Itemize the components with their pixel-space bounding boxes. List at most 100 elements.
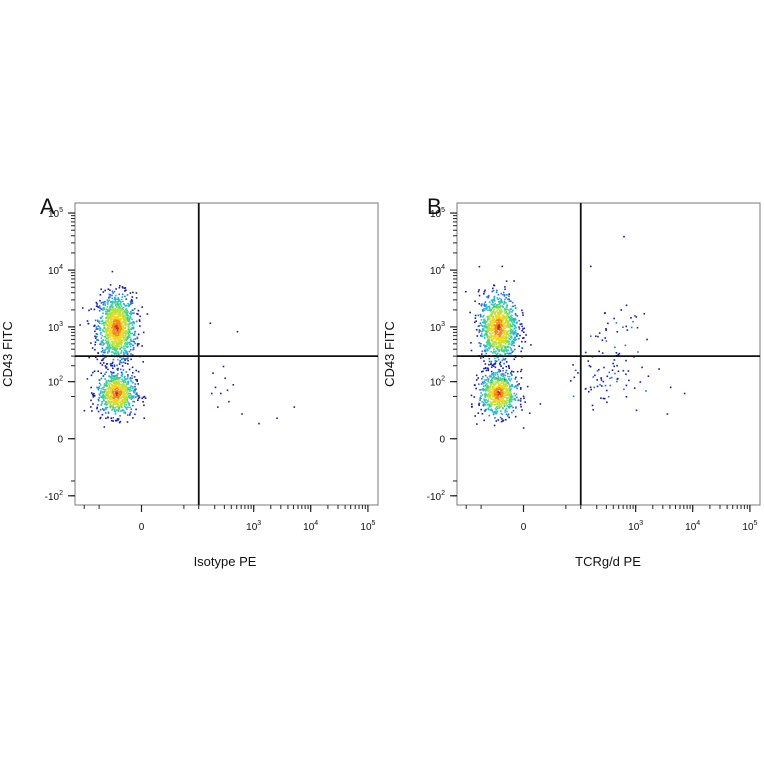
event-dot [124, 384, 127, 387]
event-dot [683, 392, 686, 395]
event-dot [488, 375, 491, 378]
event-dot [478, 265, 481, 268]
event-dot [489, 394, 491, 396]
event-dot [497, 313, 499, 316]
event-dot [91, 347, 94, 349]
event-dot [135, 297, 138, 299]
event-dot [492, 395, 494, 397]
event-dot [492, 317, 494, 319]
event-dot [119, 325, 121, 327]
event-dot [489, 315, 491, 317]
event-dot [108, 346, 111, 348]
event-dot [498, 371, 500, 373]
event-dot [128, 404, 130, 406]
event-dot [514, 336, 516, 339]
event-dot [490, 391, 492, 393]
event-dot [121, 330, 124, 333]
event-dot [113, 352, 115, 354]
event-dot [110, 396, 112, 399]
event-dot [104, 303, 106, 305]
event-dot [117, 351, 119, 353]
event-dot [112, 345, 115, 347]
event-dot [490, 314, 493, 317]
event-dot [110, 338, 112, 341]
event-dot [128, 397, 131, 399]
event-dot [127, 400, 129, 403]
event-dot [501, 318, 503, 321]
event-dot [111, 314, 114, 316]
event-dot [501, 390, 503, 393]
event-dot [612, 362, 614, 365]
event-dot [142, 361, 144, 363]
event-dot [509, 397, 512, 399]
event-dot [479, 399, 481, 401]
event-dot [105, 346, 108, 349]
event-dot [110, 316, 112, 318]
event-dot [512, 323, 514, 325]
event-dot [123, 345, 125, 348]
event-dot [123, 403, 126, 406]
event-dot [109, 401, 112, 404]
event-dot [610, 376, 613, 379]
event-dot [106, 330, 109, 332]
event-dot [99, 362, 102, 364]
event-dot [506, 399, 509, 402]
event-dot [521, 409, 523, 411]
event-dot [128, 317, 131, 320]
event-dot [109, 301, 112, 303]
event-dot [131, 354, 134, 356]
event-dot [478, 289, 480, 291]
event-dot [484, 322, 486, 325]
event-dot [111, 374, 113, 377]
event-dot [514, 330, 517, 332]
event-dot [92, 394, 94, 397]
event-dot [132, 326, 135, 328]
event-dot [120, 305, 123, 308]
event-dot [504, 399, 506, 402]
event-dot [129, 349, 132, 351]
event-dot [125, 305, 127, 307]
event-dot [119, 314, 121, 317]
event-dot [496, 410, 499, 412]
event-dot [481, 353, 483, 355]
event-dot [125, 371, 128, 373]
event-dot [489, 383, 492, 385]
event-dot [91, 393, 94, 396]
event-dot [509, 332, 511, 334]
event-dot [489, 409, 492, 411]
event-dot [502, 320, 504, 323]
event-dot [639, 381, 642, 383]
event-dot [110, 318, 112, 320]
event-dot [470, 394, 473, 397]
event-dot [488, 393, 490, 395]
event-dot [101, 328, 104, 331]
event-dot [127, 359, 129, 362]
event-dot [509, 310, 511, 313]
event-dot [492, 363, 495, 366]
event-dot [111, 390, 114, 393]
event-dot [487, 330, 490, 333]
event-dot [124, 290, 126, 292]
event-dot [503, 310, 506, 313]
event-dot [497, 368, 500, 371]
event-dot [130, 389, 132, 392]
event-dot [487, 390, 489, 393]
event-dot [487, 335, 490, 337]
event-dot [506, 389, 508, 391]
event-dot [519, 334, 521, 337]
event-dot [494, 352, 497, 355]
event-dot [111, 316, 114, 318]
event-dot [110, 398, 112, 401]
event-dot [510, 400, 513, 403]
event-dot [481, 413, 484, 415]
event-dot [493, 344, 496, 346]
event-dot [118, 331, 120, 333]
event-dot [137, 399, 139, 401]
event-dot [488, 395, 490, 398]
event-dot [116, 364, 118, 367]
event-dot [130, 379, 132, 382]
event-dot [493, 300, 496, 302]
event-dot [113, 296, 116, 299]
event-dot [588, 390, 590, 393]
event-dot [484, 367, 487, 369]
